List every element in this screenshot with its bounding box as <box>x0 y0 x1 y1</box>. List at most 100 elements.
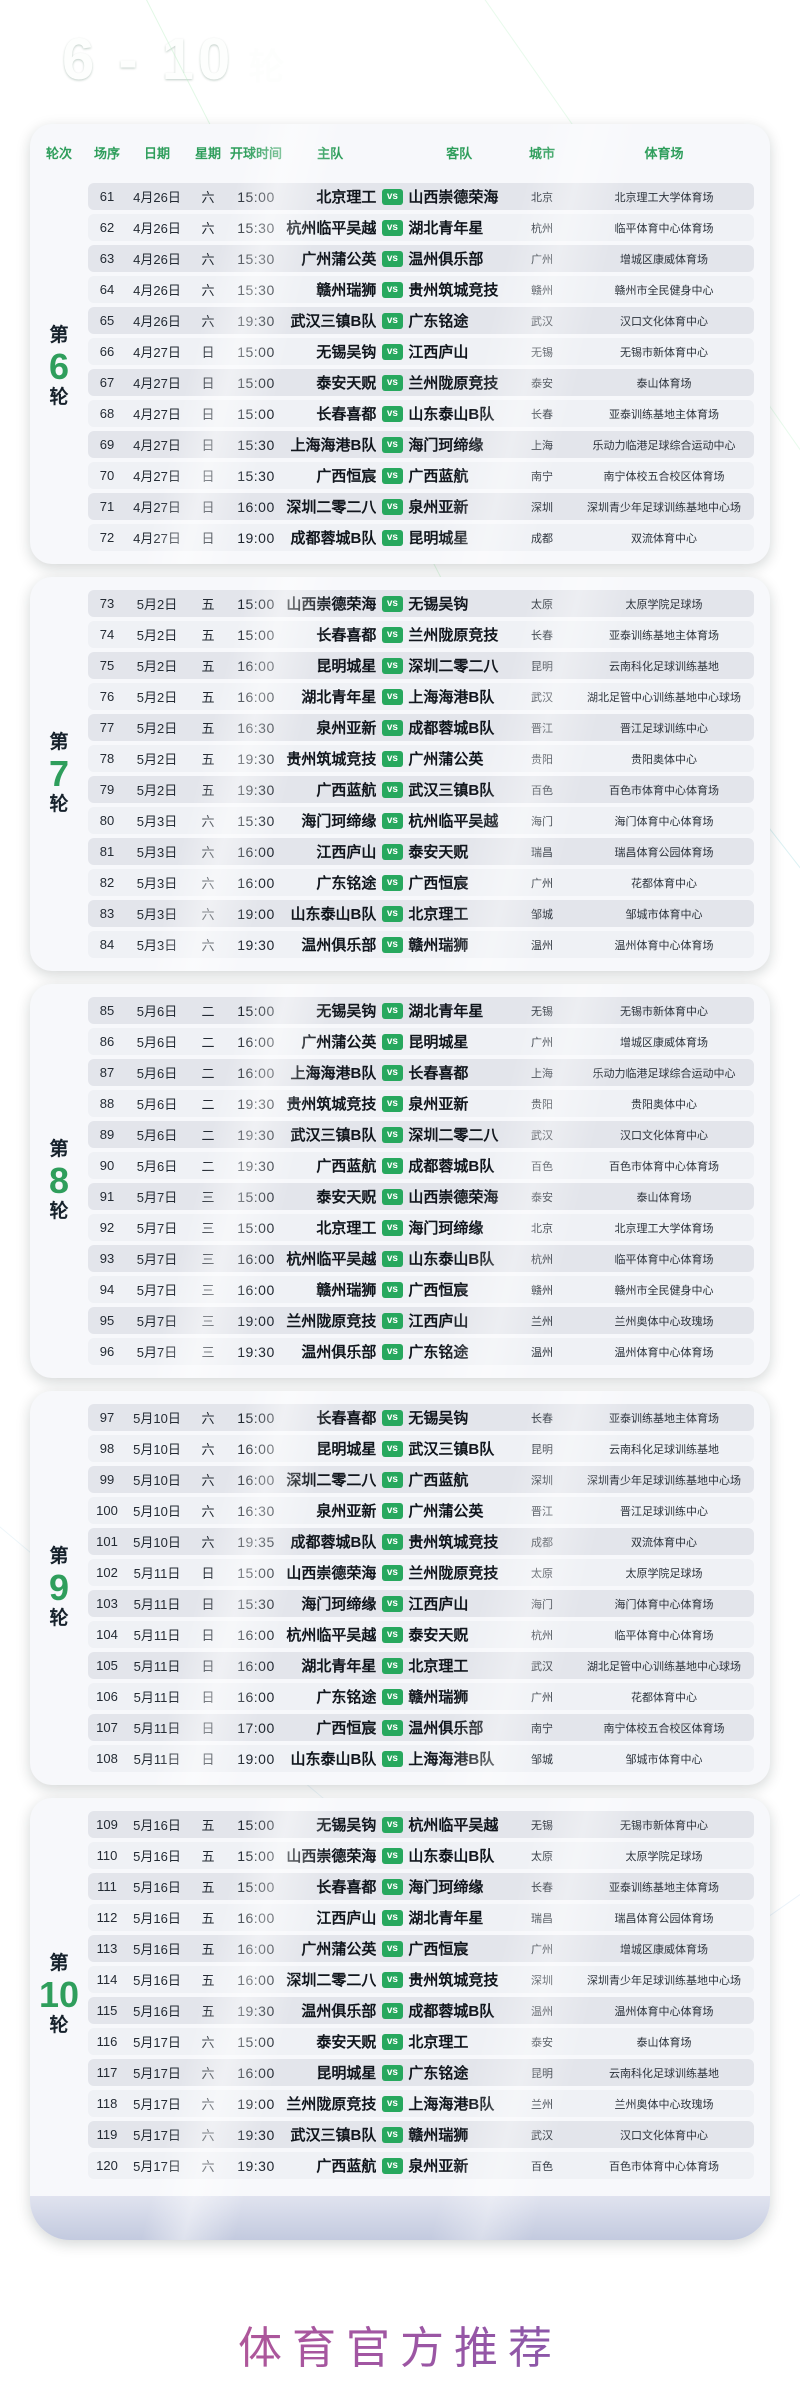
away-team: 赣州瑞狮 <box>408 937 469 954</box>
match-city: 广州 <box>531 1036 553 1049</box>
vs-cell: vs <box>376 905 408 922</box>
match-seq: 83 <box>99 906 115 921</box>
match-stadium: 海门体育中心体育场 <box>614 1598 714 1611</box>
home-team: 贵州筑城竞技 <box>286 751 377 768</box>
match-weekday: 日 <box>201 407 215 422</box>
match-row: 96 5月7日 三 19:30 温州俱乐部 vs 广东铭途 温州 温州体育中心体… <box>88 1338 754 1365</box>
away-team: 山东泰山B队 <box>408 1848 495 1865</box>
match-time: 15:30 <box>237 1595 275 1612</box>
round-prefix: 第 <box>49 1546 69 1568</box>
vs-badge: vs <box>381 1816 403 1833</box>
match-date: 5月3日 <box>136 938 178 953</box>
match-row: 82 5月3日 六 16:00 广东铭途 vs 广西恒宸 广州 花都体育中心 <box>88 869 754 896</box>
home-team: 上海海港B队 <box>290 1065 377 1082</box>
match-weekday: 六 <box>201 2097 215 2112</box>
match-time: 19:30 <box>237 2157 275 2174</box>
home-team: 山西崇德荣海 <box>286 1565 377 1582</box>
match-weekday: 日 <box>201 531 215 546</box>
match-weekday: 六 <box>201 1504 215 1519</box>
match-seq: 67 <box>99 375 115 390</box>
match-time: 16:00 <box>237 843 275 860</box>
match-city: 长春 <box>531 629 553 642</box>
match-city: 长春 <box>531 408 553 421</box>
match-weekday: 六 <box>201 938 215 953</box>
vs-badge: vs <box>381 467 403 484</box>
round-label: 第 9 轮 <box>30 1391 88 1785</box>
away-team: 杭州临平吴越 <box>408 1817 499 1834</box>
match-weekday: 五 <box>201 597 215 612</box>
away-team: 湖北青年星 <box>408 1003 484 1020</box>
match-row: 74 5月2日 五 15:00 长春喜都 vs 兰州陇原竞技 长春 亚泰训练基地… <box>88 621 754 648</box>
match-weekday: 日 <box>201 438 215 453</box>
away-team: 昆明城星 <box>408 530 469 547</box>
vs-cell: vs <box>376 405 408 422</box>
away-team: 兰州陇原竞技 <box>408 375 499 392</box>
match-seq: 93 <box>99 1251 115 1266</box>
vs-badge: vs <box>381 1595 403 1612</box>
home-team: 温州俱乐部 <box>301 2003 377 2020</box>
column-header-weekday: 星期 <box>194 145 221 161</box>
match-stadium: 温州体育中心体育场 <box>614 1346 714 1359</box>
vs-cell: vs <box>376 436 408 453</box>
home-team: 无锡吴钩 <box>316 344 377 361</box>
match-seq: 86 <box>99 1034 115 1049</box>
home-team: 贵州筑城竞技 <box>286 1096 377 1113</box>
round-card: 第 10 轮 109 5月16日 五 15:00 无锡吴钩 vs 杭州临平吴越 … <box>30 1798 770 2240</box>
match-seq: 78 <box>99 751 115 766</box>
match-date: 5月16日 <box>133 2004 181 2019</box>
away-team: 广西恒宸 <box>408 1941 469 1958</box>
match-stadium: 花都体育中心 <box>631 1691 697 1704</box>
vs-cell: vs <box>376 2095 408 2112</box>
match-stadium: 百色市体育中心体育场 <box>609 784 719 797</box>
match-city: 海门 <box>531 815 553 828</box>
home-team: 长春喜都 <box>316 1410 377 1427</box>
match-date: 5月17日 <box>133 2066 181 2081</box>
away-team: 长春喜都 <box>408 1065 469 1082</box>
match-seq: 90 <box>99 1158 115 1173</box>
match-weekday: 五 <box>201 1911 215 1926</box>
match-time: 19:00 <box>237 1750 275 1767</box>
match-city: 邹城 <box>531 908 553 921</box>
away-team: 北京理工 <box>408 906 469 923</box>
vs-badge: vs <box>381 250 403 267</box>
away-team: 泉州亚新 <box>408 2158 469 2175</box>
match-date: 5月7日 <box>136 1314 178 1329</box>
vs-cell: vs <box>376 1312 408 1329</box>
round-card: 第 7 轮 73 5月2日 五 15:00 山西崇德荣海 vs 无锡吴钩 太原 … <box>30 577 770 971</box>
match-date: 5月11日 <box>133 1721 181 1736</box>
away-team: 成都蓉城B队 <box>408 1158 495 1175</box>
home-team: 成都蓉城B队 <box>290 530 377 547</box>
home-team: 杭州临平吴越 <box>286 1627 377 1644</box>
vs-badge: vs <box>381 1281 403 1298</box>
match-row: 85 5月6日 二 15:00 无锡吴钩 vs 湖北青年星 无锡 无锡市新体育中… <box>88 997 754 1024</box>
match-weekday: 六 <box>201 252 215 267</box>
match-time: 19:30 <box>237 936 275 953</box>
home-team: 武汉三镇B队 <box>290 2127 377 2144</box>
match-time: 15:00 <box>237 595 275 612</box>
match-weekday: 日 <box>201 1597 215 1612</box>
vs-badge: vs <box>381 688 403 705</box>
match-time: 19:30 <box>237 1126 275 1143</box>
match-stadium: 亚泰训练基地主体育场 <box>609 408 719 421</box>
round-prefix: 第 <box>49 732 69 754</box>
vs-badge: vs <box>381 2157 403 2174</box>
match-time: 19:00 <box>237 905 275 922</box>
match-time: 15:00 <box>237 1409 275 1426</box>
vs-badge: vs <box>381 436 403 453</box>
home-team: 赣州瑞狮 <box>316 282 377 299</box>
match-row: 106 5月11日 日 16:00 广东铭途 vs 赣州瑞狮 广州 花都体育中心 <box>88 1683 754 1710</box>
match-time: 16:30 <box>237 1502 275 1519</box>
match-seq: 104 <box>96 1627 118 1642</box>
match-seq: 116 <box>96 2034 118 2049</box>
match-weekday: 日 <box>201 1752 215 1767</box>
match-time: 16:00 <box>237 1250 275 1267</box>
column-header-seq: 场序 <box>93 145 120 161</box>
match-seq: 101 <box>96 1534 118 1549</box>
card-footer-band <box>30 2196 770 2240</box>
match-date: 5月3日 <box>136 907 178 922</box>
vs-badge: vs <box>381 188 403 205</box>
vs-cell: vs <box>376 874 408 891</box>
match-city: 广州 <box>531 253 553 266</box>
home-team: 广西蓝航 <box>316 1158 377 1175</box>
match-city: 海门 <box>531 1598 553 1611</box>
